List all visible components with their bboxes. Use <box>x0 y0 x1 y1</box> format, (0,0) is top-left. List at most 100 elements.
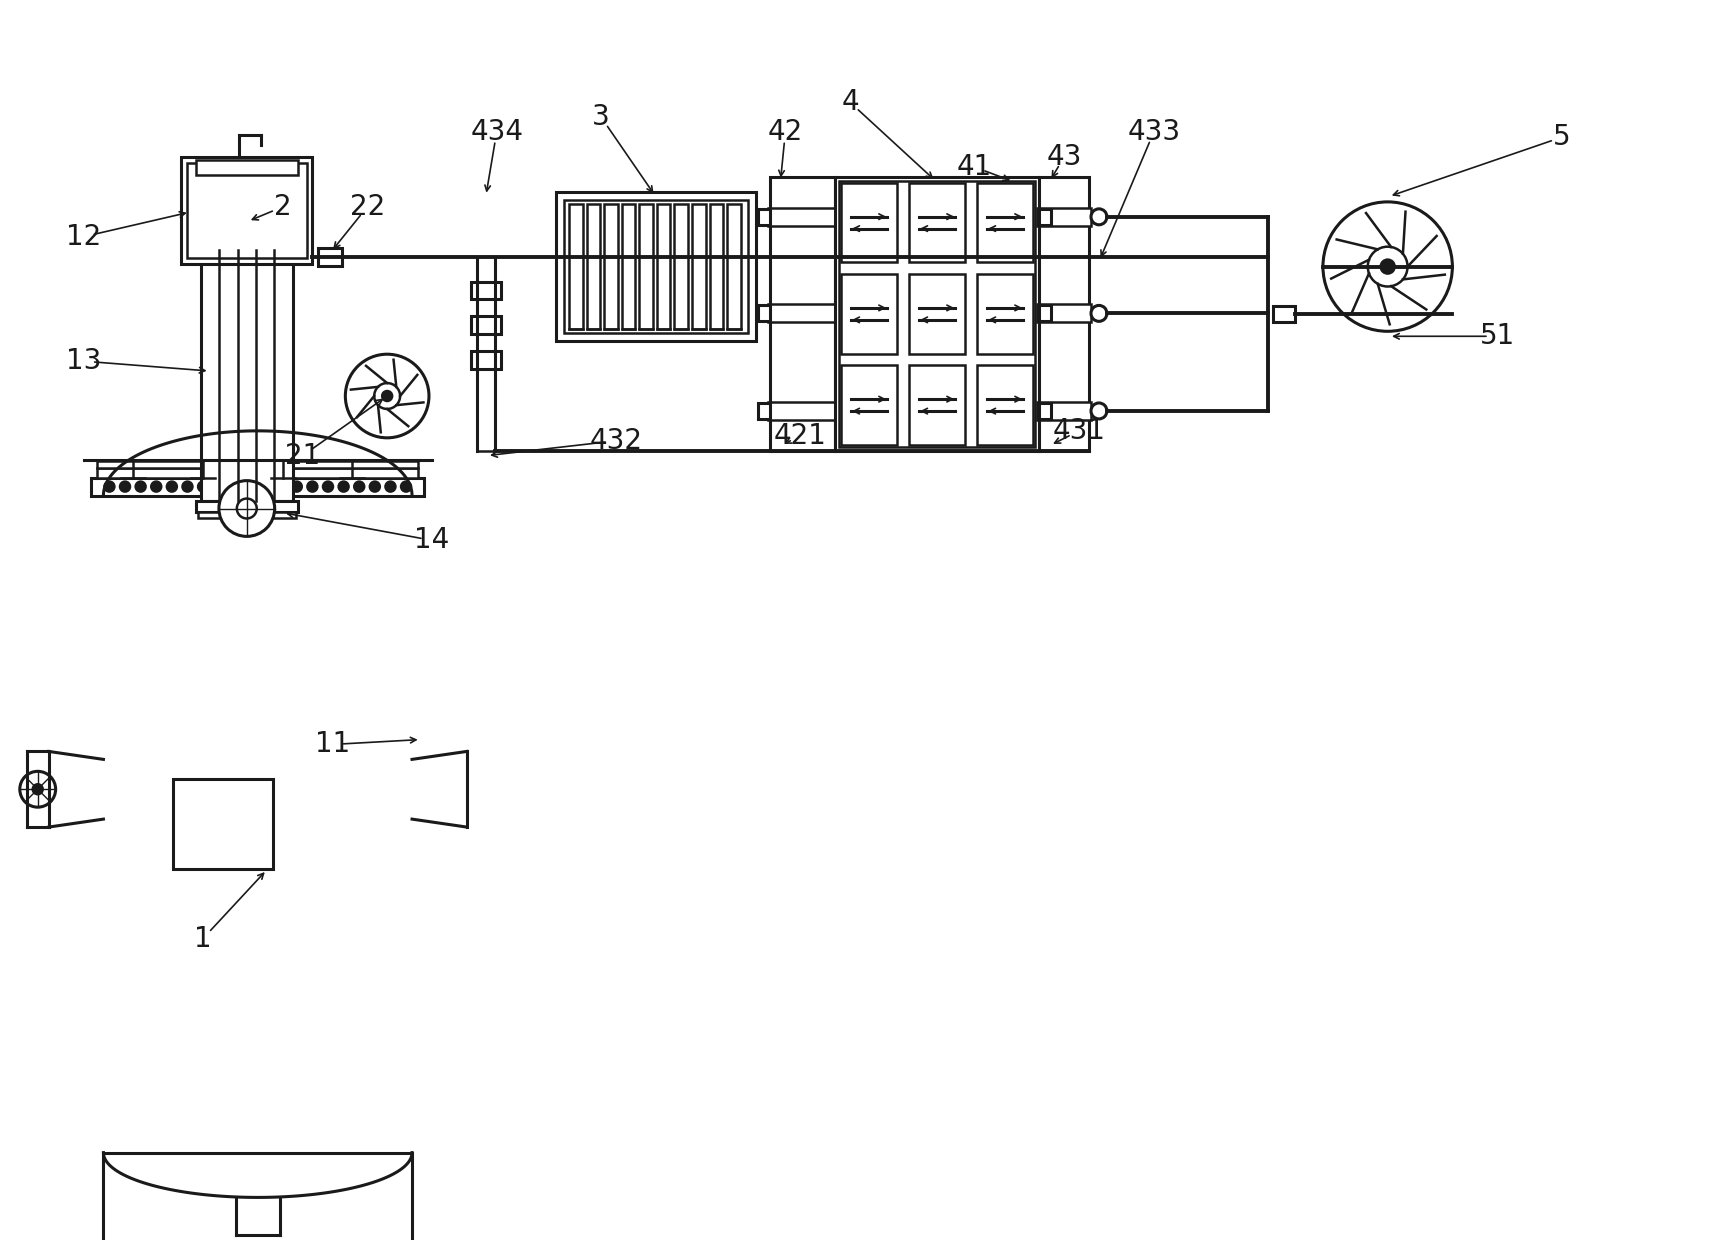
Bar <box>841 275 896 353</box>
Bar <box>978 183 1033 262</box>
Bar <box>564 200 747 333</box>
Bar <box>758 403 770 419</box>
Bar <box>909 365 966 445</box>
Circle shape <box>19 772 55 807</box>
Text: 11: 11 <box>316 731 350 758</box>
Text: 41: 41 <box>957 153 992 181</box>
Bar <box>909 183 966 262</box>
Circle shape <box>345 354 428 438</box>
Bar <box>173 779 272 869</box>
Bar <box>92 477 425 496</box>
Circle shape <box>135 481 146 491</box>
Text: 21: 21 <box>284 441 321 470</box>
Circle shape <box>291 481 302 491</box>
Bar <box>836 177 1039 451</box>
Bar <box>675 204 688 329</box>
Circle shape <box>354 481 364 491</box>
Bar <box>640 204 654 329</box>
Text: 431: 431 <box>1053 416 1106 445</box>
Text: 43: 43 <box>1046 143 1082 172</box>
Text: 421: 421 <box>773 421 827 450</box>
Circle shape <box>276 481 286 491</box>
Bar <box>97 461 418 467</box>
Bar <box>196 501 298 512</box>
Bar <box>1037 401 1091 420</box>
Circle shape <box>381 392 392 401</box>
Bar <box>768 401 838 420</box>
Circle shape <box>401 481 411 491</box>
Text: 4: 4 <box>841 88 858 117</box>
Text: 3: 3 <box>593 103 610 132</box>
Bar <box>839 181 1035 446</box>
Circle shape <box>1091 306 1106 322</box>
Bar <box>768 208 838 226</box>
Bar <box>841 365 896 445</box>
Text: 42: 42 <box>768 118 803 147</box>
Bar <box>770 177 836 451</box>
Circle shape <box>1380 260 1394 273</box>
Circle shape <box>375 383 401 409</box>
Bar <box>557 191 756 342</box>
Text: 2: 2 <box>274 193 291 221</box>
Text: 12: 12 <box>66 222 101 251</box>
Circle shape <box>33 784 43 794</box>
Bar <box>727 204 740 329</box>
Bar <box>1039 209 1051 225</box>
Text: 13: 13 <box>66 347 101 375</box>
Bar <box>605 204 617 329</box>
Circle shape <box>213 481 224 491</box>
Bar <box>709 204 723 329</box>
Bar <box>319 247 342 266</box>
Bar <box>586 204 600 329</box>
Bar <box>758 209 770 225</box>
Bar <box>470 317 501 334</box>
Circle shape <box>104 481 114 491</box>
Bar <box>758 306 770 322</box>
Bar <box>657 204 671 329</box>
Circle shape <box>198 481 208 491</box>
Bar <box>97 467 418 477</box>
Text: 14: 14 <box>414 526 449 554</box>
Bar <box>180 157 312 264</box>
Circle shape <box>244 481 255 491</box>
Bar <box>470 352 501 369</box>
Text: 432: 432 <box>590 426 643 455</box>
Circle shape <box>1323 201 1453 332</box>
Bar <box>841 183 896 262</box>
Circle shape <box>238 498 257 518</box>
Circle shape <box>338 481 349 491</box>
Bar <box>196 160 298 175</box>
Bar <box>569 204 583 329</box>
Bar <box>201 261 293 501</box>
Bar <box>1273 306 1295 322</box>
Circle shape <box>218 481 274 537</box>
Bar <box>196 247 298 261</box>
Bar <box>198 512 295 518</box>
Text: 5: 5 <box>1554 123 1571 152</box>
Circle shape <box>120 481 130 491</box>
Bar <box>470 281 501 300</box>
Circle shape <box>1368 246 1408 286</box>
Bar <box>768 305 838 322</box>
Bar <box>187 163 307 257</box>
Bar <box>1039 177 1089 451</box>
Text: 433: 433 <box>1127 118 1181 147</box>
Bar <box>1037 305 1091 322</box>
Circle shape <box>1091 209 1106 225</box>
Text: 434: 434 <box>470 118 524 147</box>
Circle shape <box>151 481 161 491</box>
Circle shape <box>166 481 177 491</box>
Bar <box>909 275 966 353</box>
Text: 1: 1 <box>194 925 212 952</box>
Bar <box>978 275 1033 353</box>
Text: 51: 51 <box>1479 322 1516 351</box>
Bar <box>1039 403 1051 419</box>
Circle shape <box>323 481 333 491</box>
Circle shape <box>182 481 192 491</box>
Circle shape <box>307 481 317 491</box>
Bar <box>104 1152 413 1243</box>
Bar <box>978 365 1033 445</box>
Bar <box>623 204 635 329</box>
Circle shape <box>369 481 380 491</box>
Bar <box>1037 208 1091 226</box>
